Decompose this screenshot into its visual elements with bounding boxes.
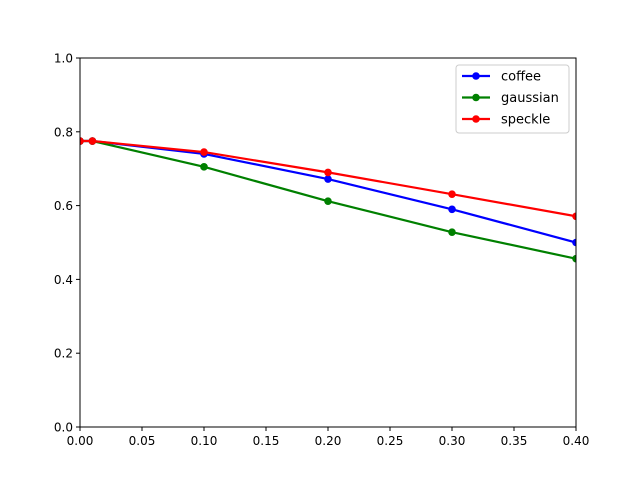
data-point-speckle [448,190,456,198]
x-tick-label: 0.15 [253,434,280,448]
x-tick-label: 0.35 [501,434,528,448]
legend-label: coffee [501,70,541,85]
data-point-coffee [448,205,456,214]
y-tick-label: 1.0 [54,52,73,66]
legend-item-coffee: coffee [462,70,541,85]
data-point-speckle [572,212,576,221]
x-tick-label: 0.40 [563,434,590,448]
data-point-gaussian [200,163,208,171]
data-point-speckle [80,137,84,145]
y-tick-label: 0.2 [54,347,73,361]
data-point-gaussian [324,197,332,205]
x-tick-label: 0.25 [377,434,404,448]
data-point-speckle [200,148,208,156]
y-tick-label: 0.6 [54,199,73,213]
data-point-coffee [572,238,576,247]
data-point-speckle [324,168,332,177]
legend-label: speckle [501,113,550,128]
x-tick-label: 0.00 [67,434,94,448]
series-speckle [80,137,576,221]
legend-swatch-marker [472,72,480,80]
legend-swatch-marker [472,115,480,123]
x-tick-label: 0.20 [315,434,342,448]
legend: coffee gaussian speckle [455,64,570,134]
data-point-gaussian [448,228,456,236]
x-tick-label: 0.05 [129,434,156,448]
data-point-coffee [324,175,332,183]
legend-swatch-marker [472,93,480,102]
series-coffee [80,137,576,247]
data-point-speckle [88,137,97,145]
data-point-gaussian [572,254,576,263]
axis-layer: 0.00 0.05 0.10 0.15 0.20 0.25 0.30 0.35 0.40 0.0 0… [54,52,589,449]
y-tick-label: 0.0 [54,421,73,435]
x-tick-label: 0.10 [191,434,218,448]
legend-item-speckle: speckle [462,113,550,128]
legend-label: gaussian [501,91,559,106]
legend-box [455,64,570,134]
series-layer [80,137,576,263]
x-tick-label: 0.30 [439,434,466,448]
series-gaussian [80,137,576,263]
y-tick-label: 0.8 [54,125,73,139]
y-tick-label: 0.4 [54,273,73,287]
legend-item-gaussian: gaussian [462,91,559,106]
